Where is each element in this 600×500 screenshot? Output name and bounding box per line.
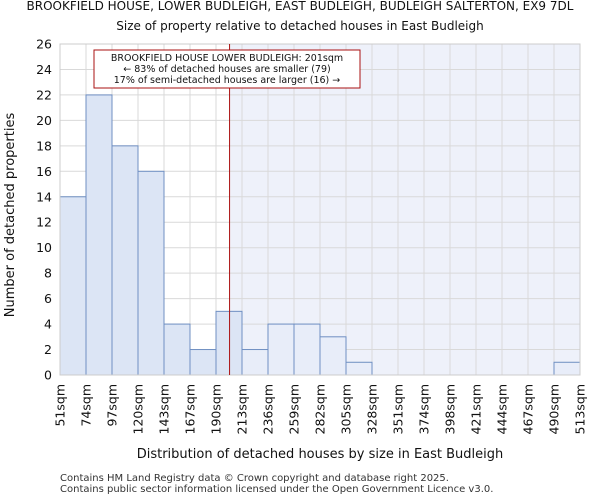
y-tick-label: 4	[44, 317, 52, 332]
annotation-line-1: BROOKFIELD HOUSE LOWER BUDLEIGH: 201sqm	[111, 53, 343, 64]
footer-line-1: Contains HM Land Registry data © Crown c…	[60, 473, 449, 484]
bar-167sqm	[189, 349, 217, 376]
bars	[59, 94, 581, 376]
bar-120sqm	[137, 170, 165, 376]
x-tick-label: 120sqm	[131, 384, 146, 434]
bar-259sqm	[293, 323, 321, 376]
chart-subtitle: Size of property relative to detached ho…	[116, 19, 483, 33]
plot-area	[59, 43, 581, 376]
annotation-line-3: 17% of semi-detached houses are larger (…	[114, 75, 341, 86]
bar-213sqm	[241, 349, 269, 376]
x-tick-label: 190sqm	[209, 384, 224, 434]
x-axis-label: Distribution of detached houses by size …	[137, 447, 504, 462]
x-tick-label: 513sqm	[573, 384, 588, 434]
bar-97sqm	[111, 145, 139, 376]
bar-490sqm	[553, 361, 581, 376]
x-tick-label: 74sqm	[79, 384, 94, 427]
y-tick-label: 20	[36, 113, 52, 128]
x-tick-label: 51sqm	[53, 384, 68, 427]
y-tick-label: 8	[44, 266, 52, 281]
y-tick-label: 2	[44, 342, 52, 357]
x-tick-label: 444sqm	[495, 384, 510, 434]
x-tick-label: 259sqm	[287, 384, 302, 434]
x-tick-label: 374sqm	[417, 384, 432, 434]
y-tick-label: 6	[44, 291, 52, 306]
footer-line-2: Contains public sector information licen…	[60, 484, 494, 495]
bar-305sqm	[345, 361, 373, 376]
x-tick-label: 143sqm	[157, 384, 172, 434]
x-tick-label: 213sqm	[235, 384, 250, 434]
y-tick-label: 14	[36, 189, 52, 204]
y-tick-label: 12	[36, 215, 52, 230]
x-tick-label: 351sqm	[391, 384, 406, 434]
bar-51sqm	[59, 196, 87, 376]
x-tick-label: 305sqm	[339, 384, 354, 434]
y-tick-label: 10	[36, 240, 52, 255]
x-tick-label: 236sqm	[261, 384, 276, 434]
bar-74sqm	[85, 94, 113, 376]
y-tick-label: 26	[36, 37, 52, 52]
y-tick-label: 18	[36, 138, 52, 153]
x-tick-label: 421sqm	[469, 384, 484, 434]
x-tick-label: 490sqm	[547, 384, 562, 434]
annotation-frame	[93, 49, 361, 89]
highlight-region	[229, 44, 580, 375]
x-tick-label: 467sqm	[521, 384, 536, 434]
y-tick-label: 0	[44, 368, 52, 383]
x-tick-label: 97sqm	[105, 384, 120, 427]
bar-236sqm	[267, 323, 295, 376]
x-axis-ticks: 51sqm 74sqm 97sqm 120sqm 143sqm 167sqm 190sqm 2…	[53, 384, 588, 434]
x-tick-label: 328sqm	[365, 384, 380, 434]
x-tick-label: 167sqm	[183, 384, 198, 434]
bar-143sqm	[163, 323, 191, 376]
y-tick-label: 24	[36, 62, 52, 77]
bar-282sqm	[319, 336, 347, 376]
x-tick-label: 398sqm	[443, 384, 458, 434]
annotation-box: BROOKFIELD HOUSE LOWER BUDLEIGH: 201sqm …	[93, 49, 361, 89]
annotation-line-2: ← 83% of detached houses are smaller (79…	[123, 64, 330, 75]
plot-frame	[59, 43, 581, 376]
x-tick-label: 282sqm	[313, 384, 328, 434]
chart-title: BROOKFIELD HOUSE, LOWER BUDLEIGH, EAST B…	[27, 0, 574, 13]
y-tick-label: 16	[36, 164, 52, 179]
y-axis-label: Number of detached properties	[3, 113, 18, 318]
bar-190sqm	[215, 310, 243, 376]
y-tick-label: 22	[36, 87, 52, 102]
